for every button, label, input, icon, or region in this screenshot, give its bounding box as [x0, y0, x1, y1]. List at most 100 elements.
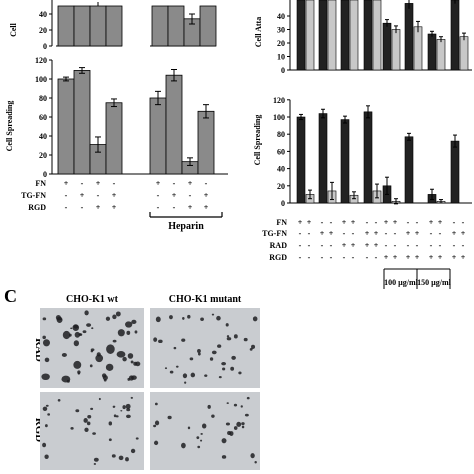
cell-dot	[115, 415, 119, 418]
right-condition-mark: +	[393, 253, 398, 262]
cell-dot	[125, 321, 133, 328]
cell-dot	[73, 324, 79, 329]
right-condition-mark: +	[320, 229, 325, 238]
right-condition-mark: +	[342, 241, 347, 250]
cell-dot	[74, 331, 81, 338]
cell-dot	[226, 335, 230, 338]
right-top-ytick-label: 20	[277, 39, 285, 48]
cell-dot	[241, 425, 245, 429]
cell-dot	[128, 375, 134, 381]
cell-dot	[83, 418, 88, 423]
right-condition-mark: -	[321, 253, 324, 262]
cell-dot	[238, 371, 242, 375]
right-top-bar-dark	[318, 0, 328, 71]
cell-dot	[233, 426, 238, 430]
left-spreading-bar	[149, 97, 167, 175]
cell-dot	[112, 314, 117, 320]
cell-dot	[131, 319, 137, 325]
cell-dot	[182, 373, 188, 379]
cell-dot	[231, 355, 236, 360]
left-top-bar	[167, 5, 185, 47]
micro-wt-rad	[40, 308, 144, 388]
right-condition-mark: -	[416, 241, 419, 250]
right-top-bar-dark	[296, 0, 306, 71]
right-top-bar-light	[436, 39, 446, 71]
right-condition-mark: +	[438, 253, 443, 262]
cell-dot	[73, 340, 80, 347]
left-condition-label: RGD	[28, 203, 46, 212]
right-condition-mark: -	[453, 218, 456, 227]
cell-dot	[42, 339, 50, 347]
left-condition-mark: +	[80, 191, 85, 200]
right-condition-mark: -	[343, 253, 346, 262]
cell-dot	[200, 439, 203, 442]
right-top-ytick-label: 10	[277, 53, 285, 62]
right-top-bar-light	[459, 36, 469, 71]
cell-dot	[153, 424, 157, 428]
cell-dot	[204, 374, 208, 377]
left-condition-mark: -	[81, 203, 84, 212]
cell-dot	[197, 352, 201, 356]
cell-dot	[197, 349, 201, 353]
cell-dot	[95, 354, 104, 363]
left-spreading-bar	[165, 74, 183, 175]
cell-dot	[112, 405, 116, 408]
right-spreading-bar-dark	[296, 116, 306, 204]
cell-dot	[78, 333, 82, 336]
right-condition-mark: -	[462, 218, 465, 227]
cell-dot	[233, 403, 238, 407]
right-condition-mark: -	[308, 229, 311, 238]
cell-dot	[173, 346, 177, 350]
cell-dot	[254, 460, 257, 464]
left-top-ytick-label: 0	[43, 42, 47, 51]
cell-dot	[125, 403, 131, 409]
left-spreading-bar	[57, 78, 75, 175]
right-top-ytick-label: 40	[277, 12, 285, 21]
left-condition-mark: +	[96, 203, 101, 212]
left-spreading-ylabel: Cell Spreading	[5, 101, 14, 152]
cell-dot	[243, 337, 248, 342]
right-spreading-bar-dark	[318, 113, 328, 204]
cell-dot	[106, 344, 115, 354]
micro-mutant-rgd	[150, 392, 260, 470]
cell-dot	[233, 334, 238, 339]
right-top-ylabel: Cell Atta	[254, 17, 263, 47]
right-condition-mark: +	[374, 241, 379, 250]
cell-dot	[154, 420, 160, 426]
right-condition-mark: +	[384, 218, 389, 227]
cell-dot	[42, 317, 47, 321]
cell-dot	[225, 323, 229, 327]
right-top-bar-light	[413, 26, 423, 71]
cell-dot	[181, 338, 186, 342]
right-condition-mark: +	[384, 253, 389, 262]
right-condition-mark: -	[299, 241, 302, 250]
cell-dot	[61, 353, 67, 357]
cell-dot	[252, 316, 258, 322]
left-condition-mark: +	[204, 191, 209, 200]
left-top-bar	[199, 5, 217, 47]
right-top-bar-dark	[340, 0, 350, 71]
left-condition-mark: -	[173, 179, 176, 188]
cell-dot	[108, 438, 112, 442]
cell-dot	[158, 339, 163, 344]
right-condition-mark: -	[407, 241, 410, 250]
cell-dot	[61, 375, 71, 383]
cell-dot	[244, 413, 249, 417]
cell-dot	[89, 364, 93, 368]
right-condition-mark: -	[416, 218, 419, 227]
right-condition-mark: +	[342, 218, 347, 227]
right-condition-mark: +	[415, 229, 420, 238]
right-condition-mark: +	[351, 241, 356, 250]
cell-dot	[111, 454, 116, 458]
cell-dot	[112, 339, 117, 343]
right-condition-mark: -	[321, 241, 324, 250]
left-condition-mark: +	[96, 179, 101, 188]
cell-dot	[181, 442, 186, 449]
cell-dot	[226, 402, 229, 405]
cell-dot	[122, 405, 126, 410]
cell-dot	[102, 375, 108, 381]
left-spreading-bar	[105, 102, 123, 175]
cell-dot	[218, 376, 222, 379]
right-condition-mark: +	[351, 218, 356, 227]
right-condition-mark: -	[366, 253, 369, 262]
